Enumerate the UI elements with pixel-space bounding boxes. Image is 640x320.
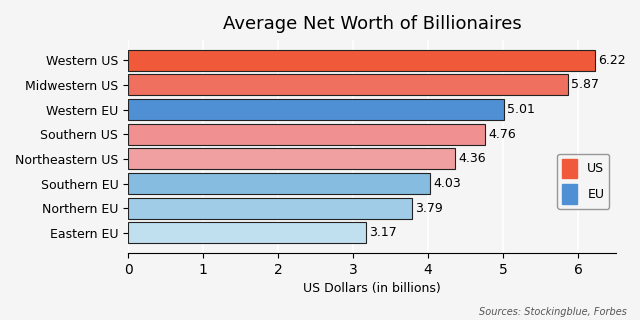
Bar <box>128 50 595 71</box>
Text: Sources: Stockingblue, Forbes: Sources: Stockingblue, Forbes <box>479 307 627 317</box>
Title: Average Net Worth of Billionaires: Average Net Worth of Billionaires <box>223 15 521 33</box>
Text: 4.76: 4.76 <box>488 128 516 141</box>
Bar <box>128 173 431 194</box>
X-axis label: US Dollars (in billions): US Dollars (in billions) <box>303 282 441 295</box>
Bar <box>128 75 568 95</box>
Text: 5.87: 5.87 <box>572 78 600 92</box>
Text: 4.36: 4.36 <box>458 152 486 165</box>
Bar <box>128 148 455 169</box>
Text: 4.03: 4.03 <box>433 177 461 190</box>
Bar <box>128 124 485 145</box>
Text: 6.22: 6.22 <box>598 54 625 67</box>
Text: 3.17: 3.17 <box>369 227 397 239</box>
Bar <box>128 198 412 219</box>
Legend: US, EU: US, EU <box>557 154 609 209</box>
Text: 5.01: 5.01 <box>507 103 535 116</box>
Bar <box>128 99 504 120</box>
Bar <box>128 222 366 244</box>
Text: 3.79: 3.79 <box>415 202 443 215</box>
